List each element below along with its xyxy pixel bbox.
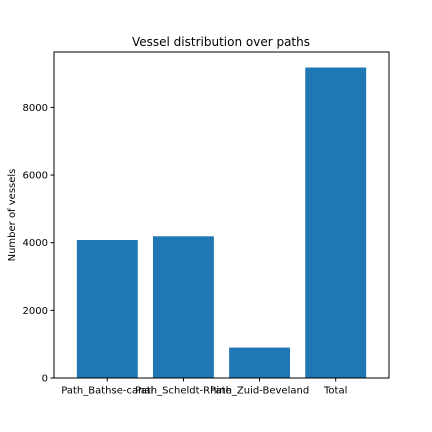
y-tick-label: 2000 bbox=[23, 306, 48, 317]
y-tick-label: 4000 bbox=[23, 238, 48, 249]
x-tick-label: Path_Scheldt-Rhine bbox=[135, 386, 232, 397]
y-tick-label: 6000 bbox=[23, 171, 48, 182]
bars-group bbox=[76, 67, 367, 379]
bar-path-zuid-beveland bbox=[229, 347, 291, 378]
y-tick-label: 8000 bbox=[23, 103, 48, 114]
x-tick-label: Path_Zuid-Beveland bbox=[210, 386, 309, 397]
chart-title: Vessel distribution over paths bbox=[132, 35, 310, 49]
y-axis: 0 2000 4000 6000 8000 bbox=[23, 103, 54, 385]
y-axis-title: Number of vessels bbox=[7, 169, 18, 262]
x-axis: Path_Bathse-canalPath_Scheldt-RhinePath_… bbox=[61, 378, 347, 397]
plot-frame bbox=[53, 51, 390, 379]
x-tick-label: Total bbox=[323, 386, 347, 397]
bar-path-scheldt-rhine bbox=[152, 236, 214, 378]
x-tick-label: Path_Bathse-canal bbox=[61, 386, 153, 397]
bar-path-bathse-canal bbox=[76, 240, 138, 378]
y-tick-label: 0 bbox=[42, 374, 48, 385]
bar-total bbox=[305, 67, 367, 379]
